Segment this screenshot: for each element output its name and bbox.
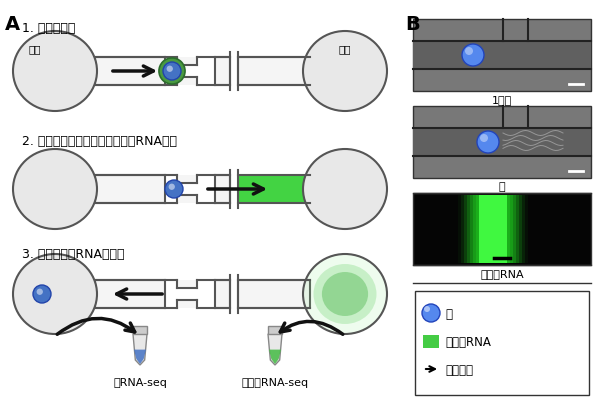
FancyBboxPatch shape (415, 291, 589, 395)
Text: 核: 核 (499, 181, 505, 192)
Circle shape (465, 48, 473, 56)
Polygon shape (238, 58, 310, 86)
Polygon shape (95, 280, 165, 308)
Ellipse shape (303, 254, 387, 334)
Bar (458, 196, 528, 263)
Bar (479, 196, 507, 263)
Polygon shape (95, 58, 165, 86)
Text: 細胞質RNA: 細胞質RNA (480, 269, 524, 278)
Text: 細胞質RNA-seq: 細胞質RNA-seq (241, 377, 308, 387)
Text: 2. 電気的な細胞膜破砕と細胞質RNA抽出: 2. 電気的な細胞膜破砕と細胞質RNA抽出 (22, 135, 177, 148)
Text: 核RNA-seq: 核RNA-seq (113, 377, 167, 387)
Circle shape (165, 181, 183, 198)
Bar (413, 129, 591, 157)
Polygon shape (133, 326, 147, 334)
Circle shape (159, 59, 185, 85)
Circle shape (37, 289, 43, 295)
Text: 出口: 出口 (339, 44, 351, 54)
Polygon shape (134, 350, 146, 364)
Circle shape (477, 132, 499, 153)
Polygon shape (95, 175, 165, 203)
Polygon shape (177, 175, 197, 183)
Circle shape (424, 306, 430, 312)
Circle shape (480, 135, 488, 143)
Ellipse shape (13, 32, 97, 112)
Bar (238, 175, 310, 203)
Circle shape (33, 285, 51, 303)
Bar (423, 335, 439, 348)
Text: 3. 核と細胞質RNAの回収: 3. 核と細胞質RNAの回収 (22, 247, 125, 260)
Polygon shape (238, 280, 310, 308)
Bar (467, 196, 519, 263)
Bar (413, 194, 591, 265)
Bar (461, 196, 525, 263)
Polygon shape (215, 280, 230, 308)
Polygon shape (177, 78, 197, 86)
Bar (476, 196, 510, 263)
Bar (413, 42, 591, 70)
Ellipse shape (303, 149, 387, 230)
Ellipse shape (303, 32, 387, 112)
Ellipse shape (13, 254, 97, 334)
Polygon shape (177, 300, 197, 308)
Polygon shape (215, 58, 230, 86)
Polygon shape (215, 175, 230, 203)
Circle shape (462, 45, 484, 67)
Text: 移動経路: 移動経路 (445, 362, 473, 375)
Text: 入口: 入口 (29, 44, 41, 54)
Text: 1細胞: 1細胞 (492, 95, 512, 105)
Polygon shape (177, 196, 197, 203)
Bar (413, 20, 591, 92)
Bar (479, 196, 507, 263)
Bar (470, 196, 516, 263)
Polygon shape (177, 280, 197, 288)
Polygon shape (133, 334, 147, 365)
Text: A: A (5, 15, 20, 34)
Polygon shape (269, 350, 281, 364)
Text: 細胞質RNA: 細胞質RNA (445, 335, 491, 347)
Polygon shape (177, 58, 197, 66)
Polygon shape (268, 326, 282, 334)
Bar (413, 107, 591, 179)
Text: 核: 核 (445, 307, 452, 320)
Ellipse shape (322, 272, 368, 316)
Text: B: B (405, 15, 420, 34)
Ellipse shape (13, 149, 97, 230)
Circle shape (422, 304, 440, 322)
Circle shape (169, 184, 175, 190)
Text: 1. 細胞の捕捉: 1. 細胞の捕捉 (22, 22, 76, 35)
Polygon shape (268, 334, 282, 365)
Bar (464, 196, 522, 263)
Circle shape (163, 63, 181, 81)
Circle shape (167, 66, 173, 73)
Ellipse shape (314, 264, 377, 324)
Bar (473, 196, 513, 263)
